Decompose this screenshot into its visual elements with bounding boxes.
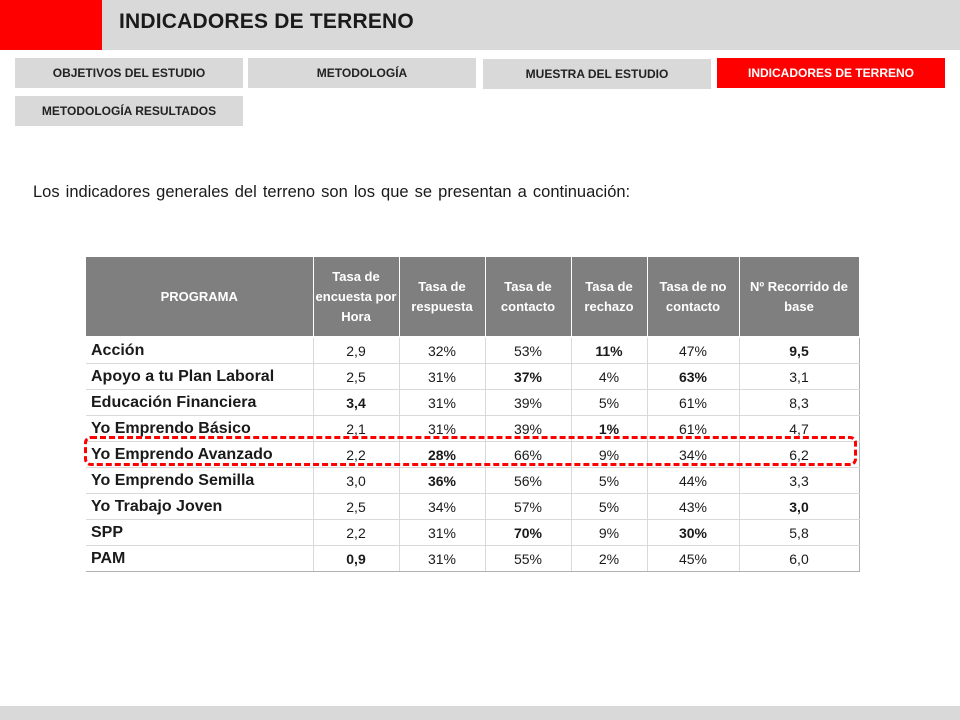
- value-cell: 5%: [571, 493, 648, 520]
- value-cell: 9%: [571, 441, 648, 468]
- column-header-tasa-contacto: Tasa de contacto: [485, 257, 572, 338]
- value-cell: 66%: [485, 441, 572, 468]
- column-header-programa: PROGRAMA: [86, 257, 314, 338]
- value-cell: 55%: [485, 545, 572, 572]
- program-name-cell: Apoyo a tu Plan Laboral: [86, 363, 314, 390]
- value-cell: 61%: [647, 415, 740, 442]
- column-header-tasa-encuesta-hora: Tasa de encuesta por Hora: [313, 257, 400, 338]
- value-cell: 2,5: [313, 493, 400, 520]
- value-cell: 5%: [571, 467, 648, 494]
- value-cell: 2,1: [313, 415, 400, 442]
- value-cell: 3,3: [739, 467, 860, 494]
- value-cell: 31%: [399, 415, 486, 442]
- program-name-cell: Yo Emprendo Semilla: [86, 467, 314, 494]
- value-cell: 53%: [485, 337, 572, 364]
- program-name-cell: Acción: [86, 337, 314, 364]
- value-cell: 3,0: [739, 493, 860, 520]
- program-name-cell: PAM: [86, 545, 314, 572]
- value-cell: 34%: [399, 493, 486, 520]
- value-cell: 43%: [647, 493, 740, 520]
- value-cell: 3,4: [313, 389, 400, 416]
- value-cell: 2,9: [313, 337, 400, 364]
- value-cell: 5%: [571, 389, 648, 416]
- tab-metodologia-resultados[interactable]: METODOLOGÍA RESULTADOS: [15, 96, 243, 126]
- header-bar: [0, 0, 960, 50]
- program-name-cell: SPP: [86, 519, 314, 546]
- value-cell: 4%: [571, 363, 648, 390]
- value-cell: 3,0: [313, 467, 400, 494]
- column-header-tasa-no-contacto: Tasa de no contacto: [647, 257, 740, 338]
- value-cell: 37%: [485, 363, 572, 390]
- value-cell: 36%: [399, 467, 486, 494]
- table-row: Yo Emprendo Avanzado 2,2 28% 66% 9% 34% 6,2: [86, 441, 860, 468]
- value-cell: 61%: [647, 389, 740, 416]
- value-cell: 0,9: [313, 545, 400, 572]
- table-row: Educación Financiera 3,4 31% 39% 5% 61% 8,3: [86, 389, 860, 416]
- column-header-tasa-respuesta: Tasa de respuesta: [399, 257, 486, 338]
- value-cell: 70%: [485, 519, 572, 546]
- value-cell: 3,1: [739, 363, 860, 390]
- value-cell: 39%: [485, 389, 572, 416]
- column-header-recorrido-base: Nº Recorrido de base: [739, 257, 860, 338]
- value-cell: 31%: [399, 519, 486, 546]
- value-cell: 11%: [571, 337, 648, 364]
- value-cell: 9%: [571, 519, 648, 546]
- tab-muestra-del-estudio[interactable]: MUESTRA DEL ESTUDIO: [483, 59, 711, 89]
- program-name-cell: Yo Emprendo Avanzado: [86, 441, 314, 468]
- value-cell: 2,2: [313, 441, 400, 468]
- page-title: INDICADORES DE TERRENO: [119, 10, 414, 33]
- value-cell: 6,2: [739, 441, 860, 468]
- value-cell: 9,5: [739, 337, 860, 364]
- indicators-table: PROGRAMA Tasa de encuesta por Hora Tasa …: [86, 257, 860, 572]
- tab-indicadores-de-terreno[interactable]: INDICADORES DE TERRENO: [717, 58, 945, 88]
- value-cell: 8,3: [739, 389, 860, 416]
- value-cell: 39%: [485, 415, 572, 442]
- value-cell: 31%: [399, 363, 486, 390]
- program-name-cell: Yo Trabajo Joven: [86, 493, 314, 520]
- value-cell: 63%: [647, 363, 740, 390]
- table-row: Yo Emprendo Semilla 3,0 36% 56% 5% 44% 3,3: [86, 467, 860, 494]
- tab-objetivos-del-estudio[interactable]: OBJETIVOS DEL ESTUDIO: [15, 58, 243, 88]
- value-cell: 45%: [647, 545, 740, 572]
- tab-metodologia[interactable]: METODOLOGÍA: [248, 58, 476, 88]
- value-cell: 4,7: [739, 415, 860, 442]
- value-cell: 2%: [571, 545, 648, 572]
- value-cell: 28%: [399, 441, 486, 468]
- value-cell: 44%: [647, 467, 740, 494]
- value-cell: 2,2: [313, 519, 400, 546]
- table-row: SPP 2,2 31% 70% 9% 30% 5,8: [86, 519, 860, 546]
- table-row: PAM 0,9 31% 55% 2% 45% 6,0: [86, 545, 860, 572]
- table-row: Yo Trabajo Joven 2,5 34% 57% 5% 43% 3,0: [86, 493, 860, 520]
- program-name-cell: Educación Financiera: [86, 389, 314, 416]
- value-cell: 6,0: [739, 545, 860, 572]
- value-cell: 47%: [647, 337, 740, 364]
- footer-bar: [0, 706, 960, 720]
- table-row: Apoyo a tu Plan Laboral 2,5 31% 37% 4% 63% 3,1: [86, 363, 860, 390]
- value-cell: 32%: [399, 337, 486, 364]
- table-row: Acción 2,9 32% 53% 11% 47% 9,5: [86, 337, 860, 364]
- column-header-tasa-rechazo: Tasa de rechazo: [571, 257, 648, 338]
- table-row: Yo Emprendo Básico 2,1 31% 39% 1% 61% 4,7: [86, 415, 860, 442]
- value-cell: 30%: [647, 519, 740, 546]
- value-cell: 31%: [399, 545, 486, 572]
- value-cell: 2,5: [313, 363, 400, 390]
- value-cell: 31%: [399, 389, 486, 416]
- value-cell: 34%: [647, 441, 740, 468]
- value-cell: 1%: [571, 415, 648, 442]
- table-body: Acción 2,9 32% 53% 11% 47% 9,5 Apoyo a tu Plan …: [86, 337, 860, 572]
- program-name-cell: Yo Emprendo Básico: [86, 415, 314, 442]
- brand-block: [0, 0, 102, 50]
- intro-text: Los indicadores generales del terreno so…: [33, 183, 631, 201]
- value-cell: 56%: [485, 467, 572, 494]
- value-cell: 5,8: [739, 519, 860, 546]
- value-cell: 57%: [485, 493, 572, 520]
- table-header-row: PROGRAMA Tasa de encuesta por Hora Tasa …: [86, 257, 860, 338]
